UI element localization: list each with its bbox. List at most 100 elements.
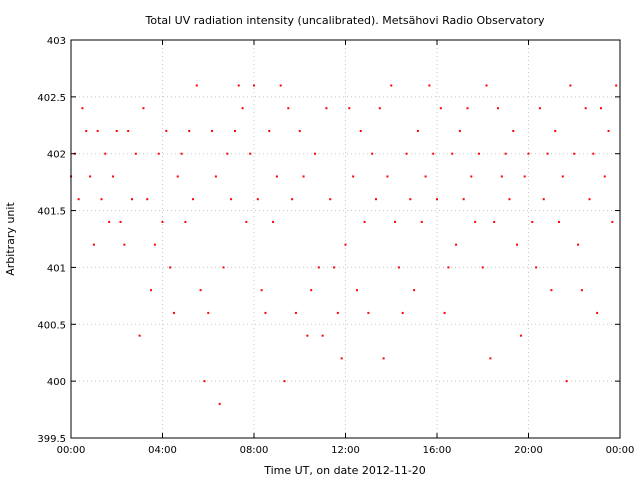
data-point	[546, 152, 549, 155]
data-point	[77, 198, 80, 201]
data-point	[85, 129, 88, 132]
data-point	[432, 152, 435, 155]
data-point	[344, 243, 347, 246]
data-point	[577, 243, 580, 246]
data-point	[195, 84, 198, 87]
data-point	[134, 152, 137, 155]
data-point	[237, 84, 240, 87]
data-point	[416, 129, 419, 132]
data-point	[92, 243, 95, 246]
data-point	[161, 220, 164, 223]
data-point	[382, 357, 385, 360]
grid-lines	[71, 40, 620, 438]
data-point	[89, 175, 92, 178]
data-point	[550, 289, 553, 292]
data-point	[100, 198, 103, 201]
data-point	[542, 198, 545, 201]
data-point	[245, 220, 248, 223]
data-point	[413, 289, 416, 292]
data-point	[180, 152, 183, 155]
data-point	[157, 152, 160, 155]
data-point	[455, 243, 458, 246]
data-point	[394, 220, 397, 223]
data-point	[504, 152, 507, 155]
data-point	[138, 334, 141, 337]
x-axis-label: Time UT, on date 2012-11-20	[263, 464, 426, 477]
data-point	[512, 129, 515, 132]
data-point	[325, 107, 328, 110]
data-point	[150, 289, 153, 292]
data-point	[336, 311, 339, 314]
data-point	[615, 84, 618, 87]
x-tick-label: 00:00	[606, 445, 635, 456]
data-point	[321, 334, 324, 337]
x-tick-label: 08:00	[240, 445, 269, 456]
data-point	[207, 311, 210, 314]
data-point	[294, 311, 297, 314]
data-point	[203, 380, 206, 383]
data-point	[401, 311, 404, 314]
data-point	[123, 243, 126, 246]
data-point	[226, 152, 229, 155]
data-point	[386, 175, 389, 178]
data-point	[314, 152, 316, 155]
data-point	[230, 198, 233, 201]
data-point	[115, 129, 118, 132]
chart-title: Total UV radiation intensity (uncalibrat…	[145, 14, 545, 27]
data-point	[607, 129, 610, 132]
data-point	[260, 289, 263, 292]
data-point	[561, 175, 564, 178]
data-point	[405, 152, 408, 155]
data-point	[119, 220, 122, 223]
data-point	[199, 289, 202, 292]
data-point	[466, 107, 469, 110]
data-point	[165, 129, 168, 132]
data-point	[611, 220, 614, 223]
data-point	[169, 266, 172, 269]
data-point	[268, 129, 271, 132]
data-point	[283, 380, 286, 383]
data-point	[538, 107, 541, 110]
data-point	[287, 107, 290, 110]
data-point	[188, 129, 191, 132]
data-point	[584, 107, 587, 110]
data-point	[233, 129, 236, 132]
data-point	[424, 175, 427, 178]
data-point	[352, 175, 355, 178]
data-point	[451, 152, 454, 155]
x-tick-label: 12:00	[331, 445, 360, 456]
y-tick-label: 400.5	[37, 320, 66, 331]
data-point	[222, 266, 225, 269]
data-point	[275, 175, 278, 178]
data-point	[390, 84, 393, 87]
data-point	[375, 198, 377, 201]
data-point	[378, 107, 381, 110]
data-point	[554, 129, 557, 132]
data-point	[397, 266, 400, 269]
data-point	[211, 129, 214, 132]
x-axis-ticks: 00:00 04:00 08:00 12:00 16:00 20:00 00:00	[57, 40, 635, 456]
data-point	[218, 402, 221, 405]
data-point	[470, 175, 473, 178]
data-point	[497, 107, 499, 110]
y-tick-label: 399.5	[37, 434, 66, 445]
data-point	[477, 152, 480, 155]
data-point	[474, 220, 477, 223]
data-point	[603, 175, 606, 178]
y-tick-label: 402	[47, 150, 66, 161]
data-point	[81, 107, 84, 110]
data-point	[409, 198, 412, 201]
data-point	[176, 175, 179, 178]
data-point	[573, 152, 576, 155]
x-tick-label: 00:00	[57, 445, 86, 456]
data-point	[306, 334, 309, 337]
data-point	[104, 152, 107, 155]
data-point	[108, 220, 111, 223]
y-tick-label: 401	[47, 263, 66, 274]
x-tick-label: 20:00	[514, 445, 543, 456]
data-point	[298, 129, 301, 132]
data-point	[253, 84, 255, 87]
data-point	[348, 107, 351, 110]
data-point	[192, 198, 194, 201]
data-point	[596, 311, 599, 314]
